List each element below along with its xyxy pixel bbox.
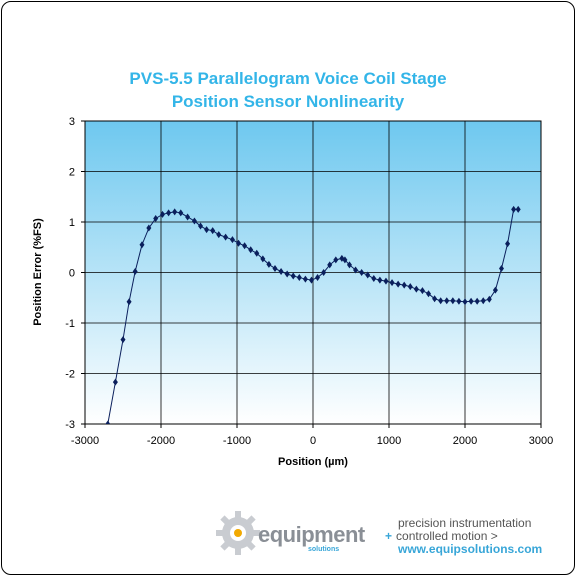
data-point bbox=[278, 267, 284, 275]
data-point bbox=[229, 236, 235, 244]
gridlines bbox=[85, 121, 541, 424]
data-point bbox=[413, 285, 419, 293]
chart-subtitle: Position Sensor Nonlinearity bbox=[171, 92, 405, 111]
data-point bbox=[492, 286, 498, 294]
data-point bbox=[266, 260, 272, 268]
data-point bbox=[290, 272, 296, 280]
data-point bbox=[401, 281, 407, 289]
data-point bbox=[153, 214, 159, 222]
brand-logo-subtext: solutions bbox=[308, 546, 340, 553]
brand-logo-text: equipment bbox=[258, 522, 365, 547]
data-point bbox=[112, 378, 118, 386]
tagline-line-2: + controlled motion > bbox=[385, 529, 498, 543]
data-point bbox=[438, 297, 444, 305]
data-point bbox=[389, 279, 395, 287]
y-tick-label: 0 bbox=[69, 268, 75, 280]
data-point bbox=[120, 336, 126, 344]
data-point bbox=[342, 256, 348, 264]
y-tick-label: 2 bbox=[69, 167, 75, 179]
data-point bbox=[191, 217, 197, 225]
data-point bbox=[371, 275, 377, 283]
data-point bbox=[327, 261, 333, 269]
data-point bbox=[146, 224, 152, 232]
data-point bbox=[505, 240, 511, 248]
data-point bbox=[204, 226, 210, 234]
data-point bbox=[166, 209, 172, 217]
axis-ticks: -3000 -2000 -1000 0 1000 2000 3000 3 2 1 0 -1 -2 -3 bbox=[65, 116, 553, 447]
data-point bbox=[132, 267, 138, 275]
data-point bbox=[178, 209, 184, 217]
data-point bbox=[383, 277, 389, 285]
x-tick-label: -2000 bbox=[147, 435, 175, 447]
data-point bbox=[223, 233, 229, 241]
data-series bbox=[105, 205, 521, 424]
x-tick-label: 3000 bbox=[529, 435, 553, 447]
data-point bbox=[198, 222, 204, 230]
data-point bbox=[296, 274, 302, 282]
data-point bbox=[302, 275, 308, 283]
data-point bbox=[486, 295, 492, 303]
data-point bbox=[242, 242, 248, 250]
x-tick-label: -3000 bbox=[71, 435, 99, 447]
data-point bbox=[260, 255, 266, 263]
data-point bbox=[395, 280, 401, 288]
tagline-line-2-text: controlled motion > bbox=[396, 529, 498, 543]
data-point bbox=[419, 287, 425, 295]
data-point bbox=[308, 276, 314, 284]
data-point bbox=[474, 297, 480, 305]
data-point bbox=[498, 264, 504, 272]
data-point bbox=[315, 274, 321, 282]
data-point bbox=[407, 283, 413, 291]
y-tick-label: 3 bbox=[69, 116, 75, 128]
data-point bbox=[456, 297, 462, 305]
chart-title: PVS-5.5 Parallelogram Voice Coil Stage bbox=[129, 69, 447, 88]
x-tick-label: 1000 bbox=[377, 435, 401, 447]
x-tick-label: -1000 bbox=[223, 435, 251, 447]
data-point bbox=[426, 290, 432, 298]
data-point bbox=[272, 264, 278, 272]
y-tick-label: -2 bbox=[65, 369, 75, 381]
tagline-line-1: precision instrumentation bbox=[398, 516, 532, 530]
data-point bbox=[236, 239, 242, 247]
data-point bbox=[185, 213, 191, 221]
data-point bbox=[480, 297, 486, 305]
data-point bbox=[462, 298, 468, 306]
data-point bbox=[365, 271, 371, 279]
data-point bbox=[105, 420, 111, 424]
data-point bbox=[359, 269, 365, 276]
data-point bbox=[511, 205, 517, 213]
data-point bbox=[468, 297, 474, 305]
y-axis-label: Position Error (%FS) bbox=[32, 218, 44, 326]
data-point bbox=[172, 208, 178, 216]
data-point bbox=[248, 246, 254, 254]
y-tick-label: 1 bbox=[69, 217, 75, 229]
data-point bbox=[321, 269, 327, 276]
data-point bbox=[210, 227, 216, 235]
y-tick-label: -3 bbox=[65, 419, 75, 431]
y-tick-label: -1 bbox=[65, 318, 75, 330]
data-point bbox=[126, 298, 132, 306]
data-point bbox=[450, 297, 456, 305]
x-axis-label: Position (µm) bbox=[278, 456, 348, 468]
data-point bbox=[254, 249, 260, 257]
data-point bbox=[432, 295, 438, 303]
x-tick-label: 0 bbox=[310, 435, 316, 447]
data-point bbox=[515, 205, 521, 213]
data-point bbox=[216, 231, 222, 239]
data-point bbox=[333, 256, 339, 264]
gear-logo-icon bbox=[216, 511, 260, 555]
plus-glyph: + bbox=[385, 529, 393, 543]
website-link[interactable]: www.equipsolutions.com bbox=[398, 542, 543, 556]
data-point bbox=[284, 270, 290, 278]
x-tick-label: 2000 bbox=[453, 435, 477, 447]
data-point bbox=[139, 241, 145, 249]
data-point bbox=[353, 266, 359, 274]
data-point bbox=[444, 297, 450, 305]
data-point bbox=[160, 210, 166, 218]
data-point bbox=[346, 261, 352, 269]
data-point bbox=[377, 276, 383, 284]
